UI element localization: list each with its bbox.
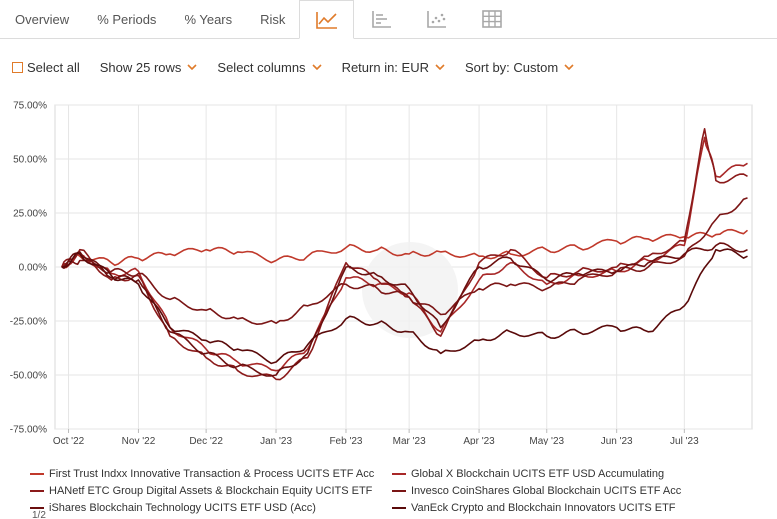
y-tick-label: 25.00%	[13, 209, 47, 220]
legend-label: Global X Blockchain UCITS ETF USD Accumu…	[411, 468, 665, 480]
tab-table-grid[interactable]	[464, 0, 519, 38]
legend-swatch	[392, 507, 406, 509]
select-all-label: Select all	[27, 59, 80, 75]
chevron-down-icon	[435, 64, 445, 70]
y-tick-label: -25.00%	[10, 317, 47, 328]
legend-label: First Trust Indxx Innovative Transaction…	[49, 468, 375, 480]
legend-item[interactable]: HANetf ETC Group Digital Assets & Blockc…	[30, 485, 372, 497]
legend-item[interactable]: Invesco CoinShares Global Blockchain UCI…	[392, 485, 681, 497]
checkbox-icon[interactable]	[12, 61, 23, 73]
y-tick-label: 0.00%	[19, 263, 47, 274]
select-columns-dropdown[interactable]: Select columns	[217, 59, 322, 75]
select-columns-label: Select columns	[217, 59, 306, 75]
tab-bar-chart[interactable]	[354, 0, 409, 38]
x-tick-label: Mar '23	[393, 436, 426, 445]
tab-scatter-chart[interactable]	[409, 0, 464, 38]
select-all-toggle[interactable]: Select all	[0, 60, 80, 75]
legend-swatch	[30, 490, 44, 492]
view-tabs: Overview % Periods % Years Risk	[0, 0, 777, 39]
legend-swatch	[392, 490, 406, 492]
line-chart-icon	[315, 10, 339, 30]
sort-by-dropdown[interactable]: Sort by: Custom	[465, 60, 574, 75]
y-tick-label: -75.00%	[10, 425, 47, 436]
series-line	[61, 228, 749, 269]
series-line	[61, 136, 748, 372]
x-tick-label: Jun '23	[601, 436, 633, 445]
tab-label: Overview	[15, 11, 70, 27]
y-tick-label: 75.00%	[13, 101, 47, 112]
legend-pager[interactable]: 1/2	[32, 510, 46, 519]
tab-label: % Periods	[97, 11, 157, 27]
legend-swatch	[30, 473, 44, 475]
toolbar: Select all Show 25 rows Select columns R…	[0, 52, 777, 82]
legend-swatch	[30, 507, 44, 509]
tab-label: Risk	[260, 11, 286, 27]
legend-item[interactable]: First Trust Indxx Innovative Transaction…	[30, 468, 374, 480]
performance-chart: 75.00% 50.00% 25.00% 0.00% -25.00% -50.00% -75…	[0, 95, 777, 445]
x-tick-label: Apr '23	[463, 436, 495, 445]
y-tick-label: -50.00%	[10, 371, 47, 382]
x-tick-label: Jan '23	[260, 436, 292, 445]
tab-line-chart[interactable]	[299, 0, 355, 39]
sort-by-label: Sort by: Custom	[464, 59, 559, 75]
series-line	[61, 248, 748, 365]
legend-label: VanEck Crypto and Blockchain Innovators …	[411, 502, 676, 514]
series-line	[61, 197, 748, 325]
legend-item[interactable]: VanEck Crypto and Blockchain Innovators …	[392, 502, 676, 514]
scatter-chart-icon	[426, 9, 448, 29]
legend-item[interactable]: Global X Blockchain UCITS ETF USD Accumu…	[392, 468, 664, 480]
legend-swatch	[392, 473, 406, 475]
chevron-down-icon	[564, 64, 574, 70]
tab-periods[interactable]: % Periods	[83, 0, 170, 38]
tab-label: % Years	[184, 11, 233, 27]
y-tick-label: 50.00%	[13, 155, 47, 166]
legend-item[interactable]: iShares Blockchain Technology UCITS ETF …	[30, 502, 316, 514]
line-chart: 75.00% 50.00% 25.00% 0.00% -25.00% -50.00% -75…	[10, 101, 753, 445]
x-tick-label: Oct '22	[53, 436, 85, 445]
pager-label: 1/2	[32, 510, 46, 519]
chart-legend: First Trust Indxx Innovative Transaction…	[30, 468, 770, 519]
chevron-down-icon	[311, 64, 322, 70]
x-tick-label: Feb '23	[329, 436, 362, 445]
legend-label: HANetf ETC Group Digital Assets & Blockc…	[49, 485, 373, 497]
tab-years[interactable]: % Years	[170, 0, 246, 38]
legend-label: Invesco CoinShares Global Blockchain UCI…	[411, 485, 682, 497]
legend-label: iShares Blockchain Technology UCITS ETF …	[49, 502, 316, 514]
x-tick-label: Nov '22	[122, 436, 156, 445]
bar-chart-icon	[371, 9, 393, 29]
return-currency-label: Return in: EUR	[341, 59, 429, 75]
x-tick-label: May '23	[529, 436, 564, 445]
show-rows-dropdown[interactable]: Show 25 rows	[100, 60, 198, 75]
return-currency-dropdown[interactable]: Return in: EUR	[342, 60, 445, 75]
tab-overview[interactable]: Overview	[0, 0, 83, 38]
show-rows-label: Show 25 rows	[99, 59, 182, 75]
x-tick-label: Dec '22	[189, 436, 223, 445]
table-grid-icon	[481, 9, 503, 29]
x-tick-label: Jul '23	[670, 436, 699, 445]
tab-risk[interactable]: Risk	[246, 0, 299, 38]
chevron-down-icon	[187, 64, 197, 70]
